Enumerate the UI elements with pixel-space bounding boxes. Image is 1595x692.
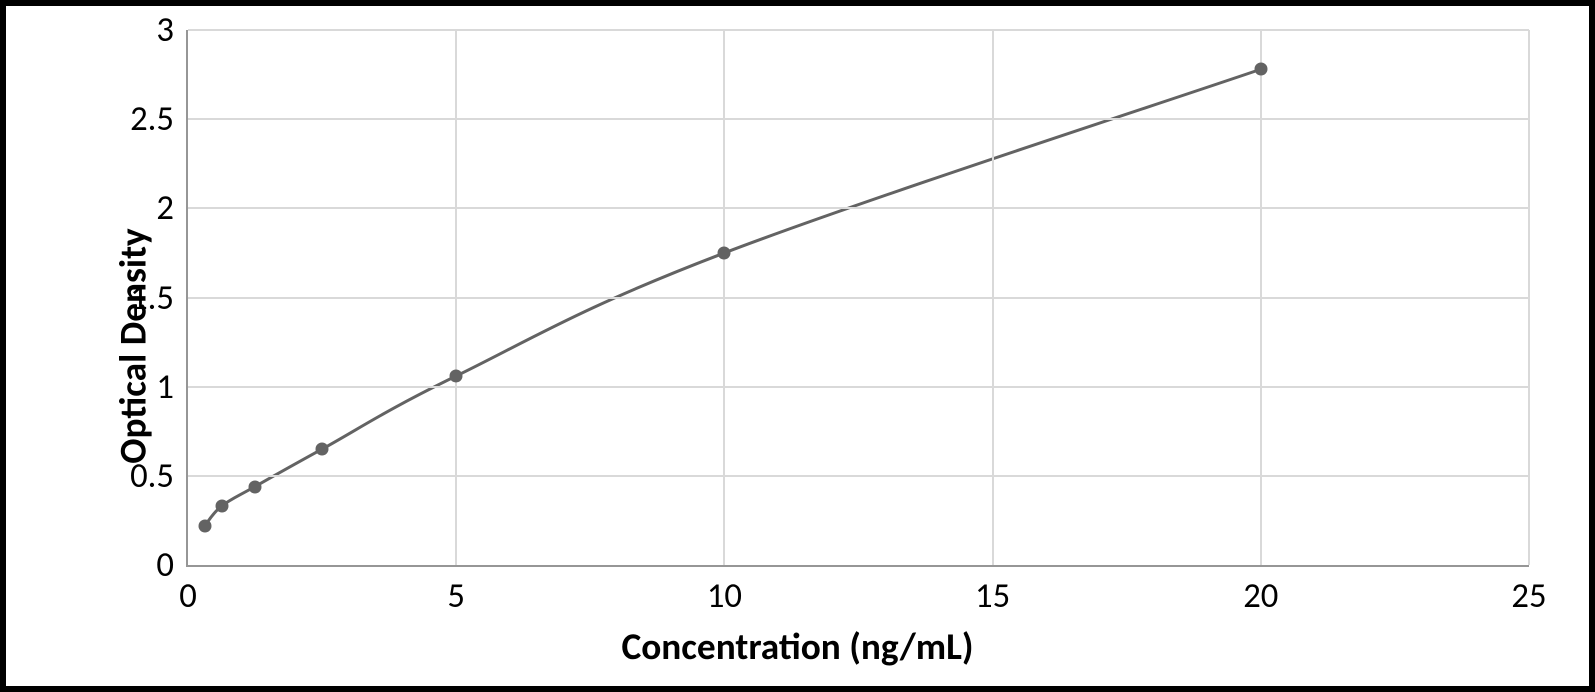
y-tick-label: 0.5 bbox=[130, 455, 188, 497]
data-point-marker bbox=[249, 480, 262, 493]
gridline-horizontal bbox=[188, 118, 1529, 120]
x-tick-label: 20 bbox=[1243, 565, 1278, 617]
x-tick-label: 25 bbox=[1511, 565, 1546, 617]
data-point-marker bbox=[316, 443, 329, 456]
x-tick-label: 10 bbox=[707, 565, 742, 617]
y-tick-label: 0 bbox=[156, 544, 188, 586]
x-tick-label: 15 bbox=[975, 565, 1010, 617]
y-tick-label: 1 bbox=[156, 366, 188, 408]
gridline-horizontal bbox=[188, 475, 1529, 477]
plot-region: 051015202500.511.522.53 bbox=[186, 30, 1529, 567]
x-tick-label: 5 bbox=[447, 565, 465, 617]
chart-frame: Optical Density Concentration (ng/mL) 05… bbox=[0, 0, 1595, 692]
y-tick-label: 2.5 bbox=[130, 98, 188, 140]
data-point-marker bbox=[215, 500, 228, 513]
data-point-marker bbox=[450, 369, 463, 382]
gridline-horizontal bbox=[188, 386, 1529, 388]
data-point-marker bbox=[198, 519, 211, 532]
y-tick-label: 3 bbox=[156, 9, 188, 51]
gridline-horizontal bbox=[188, 29, 1529, 31]
x-axis-label: Concentration (ng/mL) bbox=[26, 624, 1569, 670]
y-tick-label: 2 bbox=[156, 187, 188, 229]
gridline-horizontal bbox=[188, 297, 1529, 299]
gridline-horizontal bbox=[188, 207, 1529, 209]
y-tick-label: 1.5 bbox=[130, 277, 188, 319]
data-point-marker bbox=[718, 246, 731, 259]
chart-area: Optical Density Concentration (ng/mL) 05… bbox=[26, 20, 1569, 672]
data-point-marker bbox=[1254, 63, 1267, 76]
y-axis-label: Optical Density bbox=[111, 228, 157, 463]
